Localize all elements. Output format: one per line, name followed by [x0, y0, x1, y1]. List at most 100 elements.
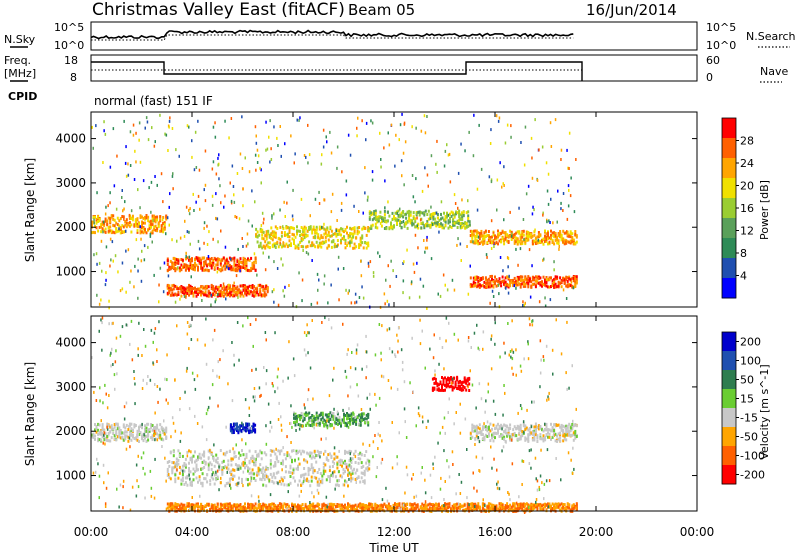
echo-cell — [414, 217, 417, 221]
echo-cell — [113, 231, 116, 235]
echo-cell — [447, 219, 450, 223]
echo-cell — [484, 278, 487, 282]
echo-cell — [524, 284, 527, 288]
echo-cell — [145, 231, 148, 235]
echo-cell — [188, 125, 190, 129]
echo-cell — [227, 287, 230, 290]
echo-cell — [358, 230, 361, 234]
echo-cell — [330, 506, 333, 510]
echo-cell — [298, 462, 301, 466]
echo-cell — [316, 504, 319, 508]
echo-cell — [327, 458, 330, 462]
echo-cell — [219, 505, 222, 509]
echo-cell — [475, 239, 478, 243]
echo-cell — [380, 158, 382, 161]
echo-cell — [102, 230, 104, 234]
echo-cell — [506, 123, 509, 127]
echo-cell — [189, 242, 191, 246]
echo-cell — [142, 231, 145, 235]
echo-cell — [312, 469, 315, 473]
echo-cell — [352, 246, 355, 250]
echo-cell — [314, 197, 317, 201]
echo-cell — [525, 234, 528, 238]
echo-cell — [292, 468, 295, 472]
echo-cell — [296, 245, 298, 249]
echo-cell — [134, 436, 137, 440]
echo-cell — [548, 428, 551, 432]
echo-cell — [340, 422, 342, 426]
echo-cell — [286, 226, 289, 230]
echo-cell — [209, 259, 212, 263]
echo-cell — [210, 467, 213, 471]
echo-cell — [552, 221, 554, 225]
echo-cell — [94, 225, 96, 228]
echo-cell — [507, 285, 510, 289]
echo-cell — [545, 161, 548, 165]
echo-cell — [386, 507, 389, 511]
echo-cell — [230, 463, 233, 467]
echo-cell — [324, 469, 327, 473]
echo-cell — [197, 194, 200, 198]
echo-cell — [263, 287, 266, 291]
echo-cell — [438, 223, 441, 226]
echo-cell — [174, 480, 177, 484]
echo-cell — [233, 256, 236, 260]
echo-cell — [480, 432, 483, 436]
echo-cell — [361, 414, 364, 418]
echo-cell — [271, 216, 273, 220]
echo-cell — [148, 224, 151, 228]
echo-cell — [305, 424, 308, 427]
echo-cell — [344, 242, 347, 245]
echo-cell — [423, 224, 426, 228]
echo-cell — [122, 423, 125, 427]
echo-cell — [245, 464, 248, 468]
echo-cell — [95, 430, 98, 434]
echo-cell — [397, 502, 399, 506]
echo-cell — [325, 478, 328, 482]
echo-cell — [150, 180, 153, 184]
echo-cell — [281, 462, 284, 466]
echo-cell — [188, 255, 191, 259]
echo-cell — [98, 225, 101, 229]
echo-cell — [460, 381, 463, 385]
echo-cell — [297, 246, 300, 250]
echo-cell — [250, 285, 253, 289]
echo-cell — [518, 240, 521, 244]
echo-cell — [231, 504, 234, 508]
echo-cell — [246, 428, 249, 432]
echo-cell — [234, 291, 237, 294]
echo-cell — [180, 502, 183, 506]
echo-cell — [233, 450, 236, 454]
power-panel-frame — [90, 111, 698, 308]
echo-cell — [291, 504, 293, 507]
echo-cell — [139, 431, 142, 435]
echo-cell — [146, 120, 149, 124]
echo-cell — [469, 229, 472, 233]
echo-cell — [259, 290, 262, 294]
echo-cell — [366, 466, 369, 469]
echo-cell — [457, 171, 460, 175]
echo-cell — [101, 269, 103, 273]
echo-cell — [357, 504, 360, 508]
echo-cell — [551, 241, 554, 244]
echo-cell — [214, 135, 217, 139]
echo-cell — [254, 459, 257, 463]
echo-cell — [542, 439, 545, 443]
echo-cell — [401, 502, 404, 506]
echo-cell — [259, 283, 262, 287]
echo-cell — [332, 417, 335, 421]
echo-cell — [188, 258, 190, 262]
echo-cell — [360, 471, 363, 475]
echo-cell — [319, 472, 322, 475]
echo-cell — [344, 246, 347, 250]
echo-cell — [272, 464, 275, 468]
echo-cell — [533, 276, 536, 280]
echo-cell — [357, 475, 360, 479]
echo-cell — [528, 432, 531, 436]
echo-cell — [459, 217, 462, 221]
echo-cell — [166, 506, 169, 510]
echo-cell — [304, 472, 307, 476]
echo-cell — [237, 295, 239, 299]
echo-cell — [222, 264, 225, 268]
echo-cell — [130, 422, 133, 426]
